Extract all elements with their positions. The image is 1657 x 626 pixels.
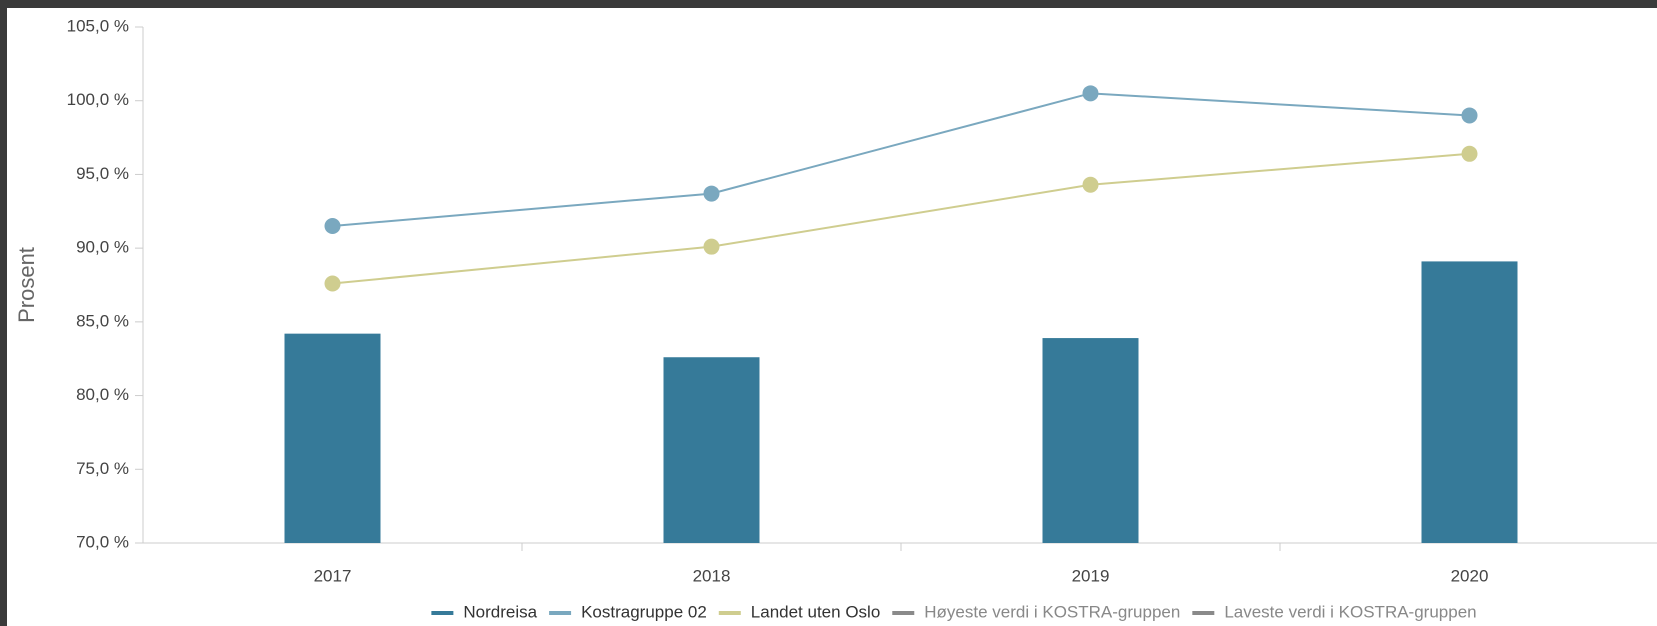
- point-marker: [703, 185, 720, 202]
- y-tick-label: 90,0 %: [76, 238, 129, 257]
- point-marker: [1082, 176, 1099, 193]
- y-tick-label: 100,0 %: [67, 90, 129, 109]
- y-tick-label: 80,0 %: [76, 385, 129, 404]
- point-marker: [1461, 145, 1478, 162]
- legend-label: Landet uten Oslo: [751, 602, 880, 621]
- point-marker: [324, 218, 341, 235]
- x-tick-label: 2018: [693, 566, 731, 585]
- legend-label: Kostragruppe 02: [581, 602, 707, 621]
- x-tick-label: 2020: [1451, 566, 1489, 585]
- y-tick-label: 95,0 %: [76, 164, 129, 183]
- y-tick-label: 75,0 %: [76, 459, 129, 478]
- y-tick-label: 85,0 %: [76, 311, 129, 330]
- bar: [284, 333, 381, 543]
- point-marker: [1082, 85, 1099, 102]
- y-tick-label: 70,0 %: [76, 532, 129, 551]
- legend-label: Høyeste verdi i KOSTRA-gruppen: [924, 602, 1180, 621]
- x-tick-label: 2019: [1072, 566, 1110, 585]
- point-marker: [1461, 107, 1478, 124]
- chart-panel: [7, 8, 1657, 626]
- y-axis-label: Prosent: [14, 247, 39, 323]
- legend: Nordreisa Kostragruppe 02 Landet uten Oslo…: [431, 602, 1477, 621]
- y-tick-label: 105,0 %: [67, 16, 129, 35]
- legend-label: Nordreisa: [463, 602, 537, 621]
- bar: [663, 357, 760, 543]
- series-line: [332, 152, 1470, 285]
- bar: [1421, 261, 1518, 543]
- legend-label: Laveste verdi i KOSTRA-gruppen: [1224, 602, 1476, 621]
- point-marker: [324, 275, 341, 292]
- bar: [1042, 338, 1139, 543]
- x-tick-label: 2017: [314, 566, 352, 585]
- point-marker: [703, 238, 720, 255]
- series-line: [332, 92, 1470, 228]
